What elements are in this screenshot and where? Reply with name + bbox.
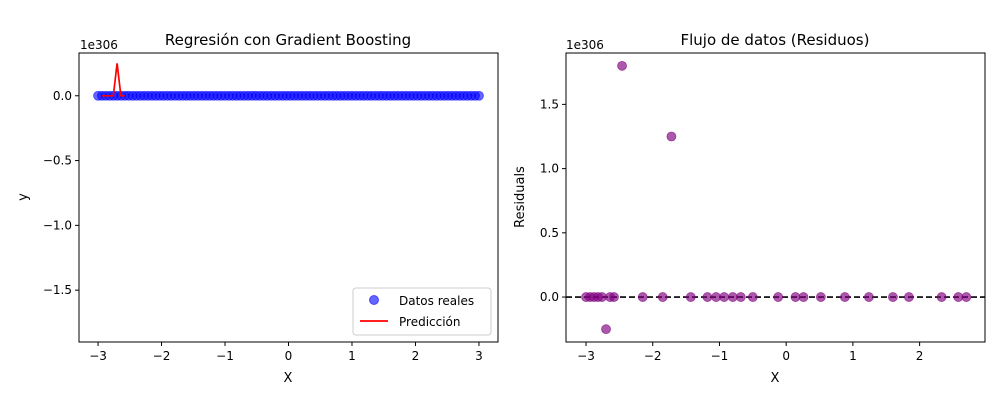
regression-legend: Datos reales Predicción (352, 287, 492, 336)
x-tick-label: −2 (644, 349, 662, 363)
regression-y-ticks: 0.0 −0.5 −1.0 −1.5 (43, 89, 79, 297)
regression-chart-title: Regresión con Gradient Boosting (165, 31, 411, 49)
residual-point (747, 292, 758, 302)
residual-point (609, 292, 619, 302)
residual-point (601, 324, 611, 335)
residuals-x-axis-label: X (771, 371, 780, 386)
residuals-chart: Flujo de datos (Residuos) 1e306 −3 −2 −1 0 1… (513, 31, 986, 386)
residuals-axes-frame (565, 52, 986, 343)
y-tick-label: −0.5 (43, 154, 72, 168)
prediction-line (101, 63, 125, 97)
residual-point (773, 292, 784, 302)
x-tick-label: −1 (711, 349, 729, 363)
x-tick-label: 2 (412, 349, 420, 363)
x-tick-label: 0 (782, 349, 790, 363)
regression-series (93, 63, 484, 101)
residual-point (904, 292, 914, 302)
x-tick-label: 2 (916, 349, 924, 363)
residual-point (685, 292, 696, 302)
residuals-y-axis-label: Residuals (513, 166, 528, 228)
regression-x-ticks: −3 −2 −1 0 1 2 3 (89, 342, 483, 363)
residual-point (888, 292, 898, 302)
residual-point (666, 131, 677, 142)
x-tick-label: 1 (849, 349, 857, 363)
x-tick-label: 0 (285, 349, 293, 363)
residual-point (815, 292, 826, 302)
y-tick-label: −1.5 (43, 283, 72, 297)
residual-point (798, 292, 809, 302)
y-tick-label: 0.0 (53, 89, 72, 103)
legend-label-prediccion: Predicción (399, 315, 461, 329)
legend-marker-datos-reales (369, 295, 379, 305)
residual-point (735, 292, 746, 302)
regression-x-axis-label: X (284, 371, 293, 386)
residual-point (839, 292, 850, 302)
residuals-x-ticks: −3 −2 −1 0 1 2 (577, 342, 923, 363)
legend-label-datos-reales: Datos reales (399, 294, 474, 308)
regression-chart: Regresión con Gradient Boosting 1e306 −3… (16, 31, 499, 386)
residual-point (936, 292, 947, 302)
y-tick-label: 1.0 (540, 162, 559, 176)
x-tick-label: −3 (89, 349, 107, 363)
y-tick-label: 0.5 (540, 226, 559, 240)
residual-point (617, 60, 627, 71)
residuals-series (566, 60, 985, 335)
y-tick-label: 1.5 (540, 97, 559, 111)
residual-point (637, 292, 648, 302)
x-tick-label: −2 (153, 349, 171, 363)
x-tick-label: 3 (475, 349, 483, 363)
residuals-y-exponent: 1e306 (566, 38, 604, 52)
y-tick-label: 0.0 (540, 290, 559, 304)
y-tick-label: −1.0 (43, 218, 72, 232)
residual-point (864, 292, 874, 302)
x-tick-label: 1 (348, 349, 356, 363)
residual-point (657, 292, 668, 302)
residuals-chart-title: Flujo de datos (Residuos) (681, 31, 870, 49)
data-point-datos-reales (474, 90, 484, 101)
residual-point (719, 292, 730, 302)
residuals-y-ticks: 0.0 0.5 1.0 1.5 (540, 97, 566, 304)
x-tick-label: −1 (216, 349, 234, 363)
x-tick-label: −3 (577, 349, 595, 363)
regression-y-axis-label: y (16, 193, 31, 201)
residual-point (702, 292, 713, 302)
residual-point (961, 292, 972, 302)
legend-frame (352, 287, 492, 336)
regression-y-exponent: 1e306 (80, 38, 118, 52)
